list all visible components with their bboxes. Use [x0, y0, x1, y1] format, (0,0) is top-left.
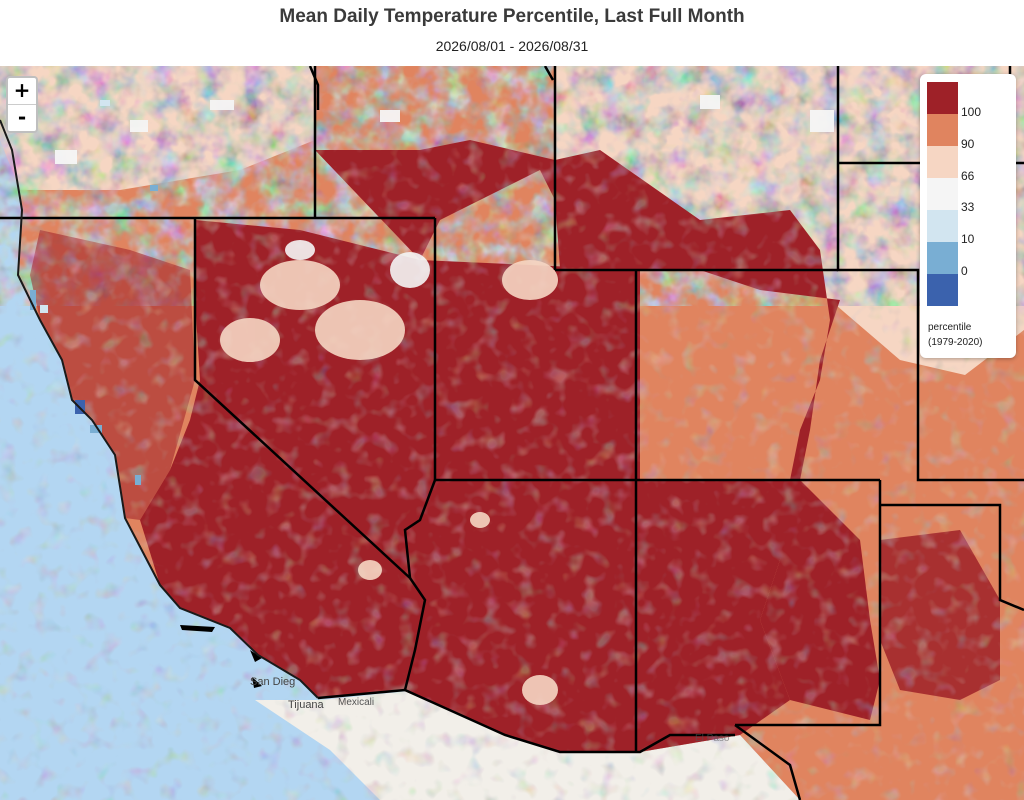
legend-swatch-10: [927, 210, 958, 242]
date-range: 2026/08/01 - 2026/08/31: [435, 38, 589, 54]
light-patches: [220, 240, 558, 705]
legend-swatch-33: [927, 178, 958, 210]
map-title: Mean Daily Temperature Percentile, Last …: [279, 6, 745, 27]
legend-swatch-66: [927, 146, 958, 178]
legend-swatch-low: [927, 274, 958, 306]
legend-tick-100: 100: [961, 105, 982, 119]
legend-tick-66: 66: [961, 169, 975, 183]
legend: 100 90 66 33 10 0 percentile (1979-2020): [920, 74, 1016, 358]
zoom-control: + -: [6, 76, 38, 133]
legend-title-line1: percentile: [928, 322, 972, 333]
map-svg[interactable]: [0, 66, 1024, 800]
legend-tick-33: 33: [961, 200, 975, 214]
zoom-out-button[interactable]: -: [8, 104, 36, 131]
channel-islands: [180, 625, 262, 688]
city-label-tijuana: Tijuana: [288, 699, 324, 711]
legend-title: percentile (1979-2020): [928, 320, 982, 350]
city-label-mexicali: Mexicali: [338, 697, 375, 708]
city-label-san-diego: San Dieg: [250, 676, 296, 688]
legend-tick-90: 90: [961, 137, 975, 151]
legend-swatch-0: [927, 242, 958, 274]
map-canvas[interactable]: [0, 66, 1024, 800]
light-specks-nw: [55, 95, 834, 164]
legend-swatch-90: [927, 114, 958, 146]
mottle-dark: [0, 66, 1024, 800]
legend-swatch-100: [927, 82, 958, 114]
zoom-in-button[interactable]: +: [13, 78, 31, 102]
legend-title-line2: (1979-2020): [928, 337, 983, 348]
legend-tick-10: 10: [961, 232, 975, 246]
legend-tick-0: 0: [961, 264, 968, 278]
city-label-el-paso: El Paso: [695, 733, 730, 744]
coastline: [0, 119, 319, 699]
